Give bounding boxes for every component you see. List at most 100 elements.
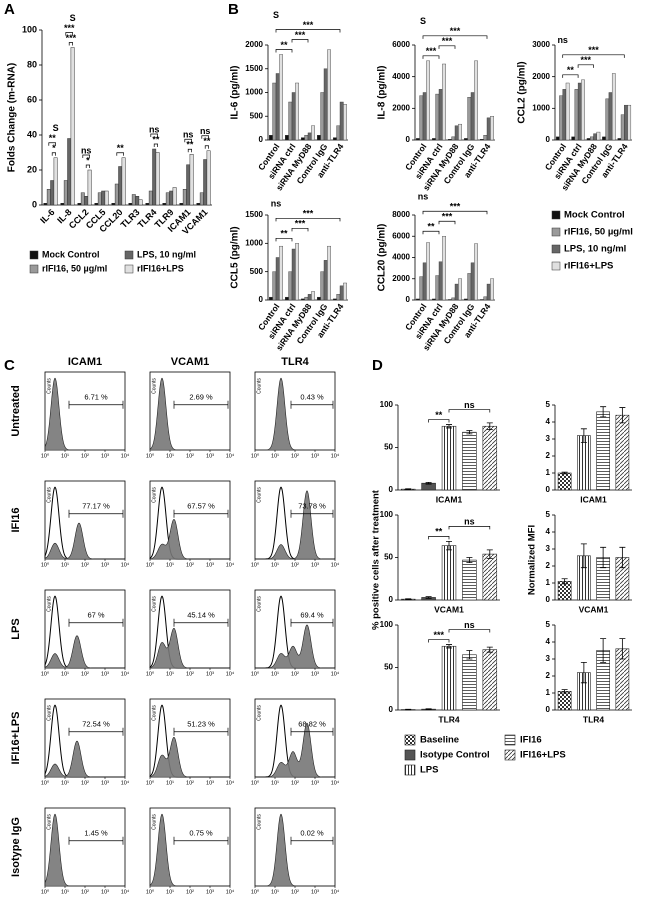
bar xyxy=(339,285,344,301)
error-bar xyxy=(405,708,412,711)
y-tick-label: 50 xyxy=(384,663,393,672)
bar xyxy=(435,275,440,301)
y-tick-label: 500 xyxy=(250,267,264,276)
error-bar xyxy=(561,471,568,475)
bar xyxy=(458,278,462,301)
bar xyxy=(483,296,488,301)
sig-label: ns xyxy=(557,35,568,45)
x-axis-label: ICAM1 xyxy=(580,494,607,504)
y-tick-label: 2000 xyxy=(532,72,550,81)
x-tick-label: 10⁴ xyxy=(121,452,130,459)
sig-bracket xyxy=(448,409,491,413)
x-tick-label: 10⁰ xyxy=(251,452,260,459)
error-bar xyxy=(619,407,626,424)
error-bar xyxy=(466,430,473,435)
x-tick-label: 10³ xyxy=(206,889,214,895)
y-tick-label: 0 xyxy=(406,135,411,144)
x-tick-label: 10⁴ xyxy=(226,779,235,786)
bar xyxy=(138,199,143,206)
y-tick-label: 8000 xyxy=(392,210,410,219)
bar xyxy=(70,47,75,206)
y-tick-label: 50 xyxy=(384,553,393,562)
x-tick-label: 10¹ xyxy=(166,453,174,459)
bar xyxy=(422,262,427,301)
sig-label: *** xyxy=(450,26,461,36)
legend-label: IFI16 xyxy=(520,735,542,746)
sig-label: *** xyxy=(66,33,77,43)
error-bar xyxy=(405,488,412,490)
bar xyxy=(474,243,478,301)
sig-label: * xyxy=(52,143,56,153)
bar xyxy=(339,101,344,141)
sample-histogram xyxy=(44,522,125,560)
y-tick-label: 100 xyxy=(22,24,37,34)
y-tick-label: 2000 xyxy=(245,40,263,49)
x-tick-label: 10² xyxy=(186,562,194,568)
sig-bracket xyxy=(65,32,73,36)
bar xyxy=(87,169,92,206)
bar xyxy=(571,136,576,141)
y-tick-label: 0 xyxy=(389,595,394,604)
bar xyxy=(470,262,475,301)
x-tick-label: 10³ xyxy=(311,453,319,459)
gate-percent: 51.23 % xyxy=(187,720,215,729)
gate-percent: 77.17 % xyxy=(82,502,110,511)
bar xyxy=(426,242,430,301)
x-tick-label: 10² xyxy=(186,889,194,895)
column-header: ICAM1 xyxy=(68,356,102,368)
bar xyxy=(419,276,424,301)
y-tick-label: 4 xyxy=(546,637,551,646)
sig-bracket xyxy=(422,230,440,235)
sig-bracket xyxy=(184,138,192,143)
bar xyxy=(131,194,136,206)
legend-label: IFI16+LPS xyxy=(520,750,566,761)
x-tick-label: 10² xyxy=(186,671,194,677)
gate-percent: 0.43 % xyxy=(300,393,324,402)
y-tick-label: 0 xyxy=(546,705,551,714)
bar xyxy=(596,411,610,491)
x-tick-label: 10¹ xyxy=(61,889,69,895)
bar xyxy=(441,645,457,711)
sig-label: *** xyxy=(295,30,306,40)
bar xyxy=(63,180,68,206)
bar xyxy=(442,63,446,141)
gate xyxy=(68,400,124,409)
legend-label: LPS, 10 ng/ml xyxy=(137,249,196,259)
bar xyxy=(343,282,347,301)
bar xyxy=(307,294,312,301)
legend-swatch xyxy=(124,250,134,260)
row-header: LPS xyxy=(10,618,22,639)
x-tick-label: 10¹ xyxy=(271,671,279,677)
error-bar xyxy=(600,546,607,569)
y-axis-label: Normalized MFI xyxy=(527,525,538,595)
sig-bracket xyxy=(422,210,488,215)
sig-label: ns xyxy=(271,199,282,209)
sig-bracket xyxy=(438,220,456,225)
bar xyxy=(285,296,289,301)
y-tick-label: 1 xyxy=(546,468,551,477)
sig-bracket xyxy=(275,237,293,242)
sig-label: ns xyxy=(464,400,475,410)
sig-label: ns xyxy=(81,145,92,155)
bar xyxy=(46,189,51,206)
x-tick-label: 10¹ xyxy=(166,671,174,677)
gate-percent: 72.54 % xyxy=(82,720,110,729)
x-tick-label: 10⁰ xyxy=(146,670,155,677)
x-tick-label: 10¹ xyxy=(61,562,69,568)
x-tick-label: 10⁴ xyxy=(121,779,130,786)
gate xyxy=(173,400,229,409)
sig-bracket xyxy=(85,164,90,168)
gate xyxy=(173,618,229,627)
sig-label: *** xyxy=(434,630,445,640)
x-tick-label: 10³ xyxy=(311,671,319,677)
sig-label: ** xyxy=(203,136,211,146)
gate-percent: 68.82 % xyxy=(298,720,326,729)
gate xyxy=(290,400,334,409)
sig-bracket xyxy=(204,145,209,149)
x-tick-label: 10² xyxy=(291,889,299,895)
error-bar xyxy=(580,543,587,569)
bar xyxy=(327,245,331,301)
sample-histogram xyxy=(255,813,335,887)
legend-swatch xyxy=(551,210,561,220)
bar xyxy=(462,431,477,491)
